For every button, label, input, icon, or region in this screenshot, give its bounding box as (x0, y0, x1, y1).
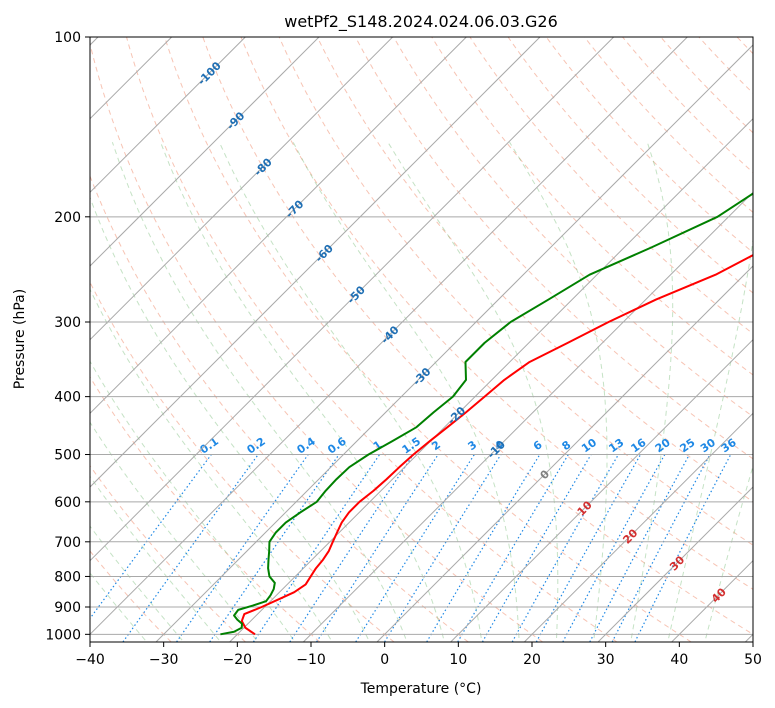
mixing-ratio-line (426, 454, 541, 642)
mixing-ratio-line (90, 454, 212, 620)
y-axis-title: Pressure (hPa) (12, 289, 28, 389)
x-tick-label: 0 (380, 652, 389, 668)
dry-adiabat-line (90, 376, 321, 642)
plot-background (90, 37, 753, 642)
chart-title: wetPf2_S148.2024.024.06.03.G26 (284, 12, 558, 32)
dry-adiabat-line (622, 37, 753, 174)
mixing-ratio-line (122, 454, 259, 642)
temperature-profile-line (240, 254, 753, 636)
isotherm-line (376, 265, 753, 642)
x-tick-label: 50 (744, 652, 762, 668)
dry-adiabat-line (126, 37, 618, 642)
mixing-ratio-line (252, 454, 381, 642)
x-tick-label: −20 (223, 652, 253, 668)
isotherm-line (229, 117, 753, 642)
x-axis-title: Temperature (°C) (360, 681, 482, 697)
isotherm-line (155, 44, 753, 642)
y-tick-label: 400 (54, 390, 81, 406)
dry-adiabat-line (507, 37, 753, 294)
dry-adiabat-line (164, 37, 692, 642)
dry-adiabat-line (90, 41, 543, 642)
y-tick-label: 300 (54, 315, 81, 331)
dry-adiabat-line (90, 281, 395, 642)
mixing-ratio-line (316, 454, 439, 642)
x-tick-label: 40 (670, 652, 688, 668)
x-axis-ticks: −40 −30 −20 −10 0 10 20 30 40 50 (75, 642, 762, 668)
y-axis-ticks: 100 200 300 400 500 600 700 800 900 1000 (45, 30, 90, 643)
x-tick-label: −40 (75, 652, 105, 668)
isotherm-line (450, 338, 753, 642)
dry-adiabat-line (469, 37, 753, 335)
y-tick-label: 100 (54, 30, 81, 46)
dry-adiabat-line (545, 37, 753, 254)
skewed-isotherms (90, 37, 753, 642)
isotherm-line (523, 412, 753, 642)
y-tick-label: 200 (54, 210, 81, 226)
mixing-ratio-line (481, 454, 592, 642)
y-tick-label: 1000 (45, 627, 81, 643)
dry-adiabat-line (431, 37, 753, 376)
mixing-ratio-line (457, 454, 569, 642)
x-tick-label: −10 (296, 652, 326, 668)
dry-adiabat-line (316, 37, 753, 503)
plot-area (90, 37, 753, 642)
isotherm-line (90, 37, 615, 562)
mixing-ratio-line (511, 454, 619, 642)
x-tick-label: −30 (149, 652, 179, 668)
x-tick-label: 20 (523, 652, 541, 668)
y-tick-label: 500 (54, 448, 81, 464)
isotherm-line (90, 37, 246, 194)
mixing-ratio-line (176, 454, 309, 642)
isobar-gridlines (90, 37, 753, 635)
y-tick-label: 900 (54, 600, 81, 616)
isotherm-line (90, 37, 541, 488)
mixing-ratio-line (562, 454, 666, 642)
y-tick-label: 800 (54, 569, 81, 585)
dry-adiabat-line (90, 174, 469, 642)
isotherm-line (90, 37, 467, 415)
isotherm-line (90, 37, 320, 267)
mixing-ratio-line (289, 454, 414, 642)
dry-adiabats (90, 37, 753, 642)
dry-adiabat-line (393, 37, 753, 418)
mixing-ratio-line (209, 454, 340, 642)
dry-adiabat-line (278, 37, 753, 546)
dewpoint-profile-line (220, 192, 753, 636)
mixing-ratio-line (589, 454, 690, 642)
isotherm-line (302, 191, 753, 642)
dry-adiabat-line (90, 464, 246, 642)
sounding-profiles (220, 192, 753, 636)
dry-adiabat-line (355, 37, 753, 460)
dry-adiabat-line (202, 37, 753, 635)
isotherm-line (90, 37, 688, 636)
x-tick-label: 10 (449, 652, 467, 668)
plot-frame (89, 36, 754, 643)
x-tick-label: 30 (597, 652, 615, 668)
y-tick-label: 600 (54, 495, 81, 511)
y-tick-label: 700 (54, 535, 81, 551)
isotherm-line (597, 486, 753, 642)
dry-adiabat-line (584, 37, 753, 214)
